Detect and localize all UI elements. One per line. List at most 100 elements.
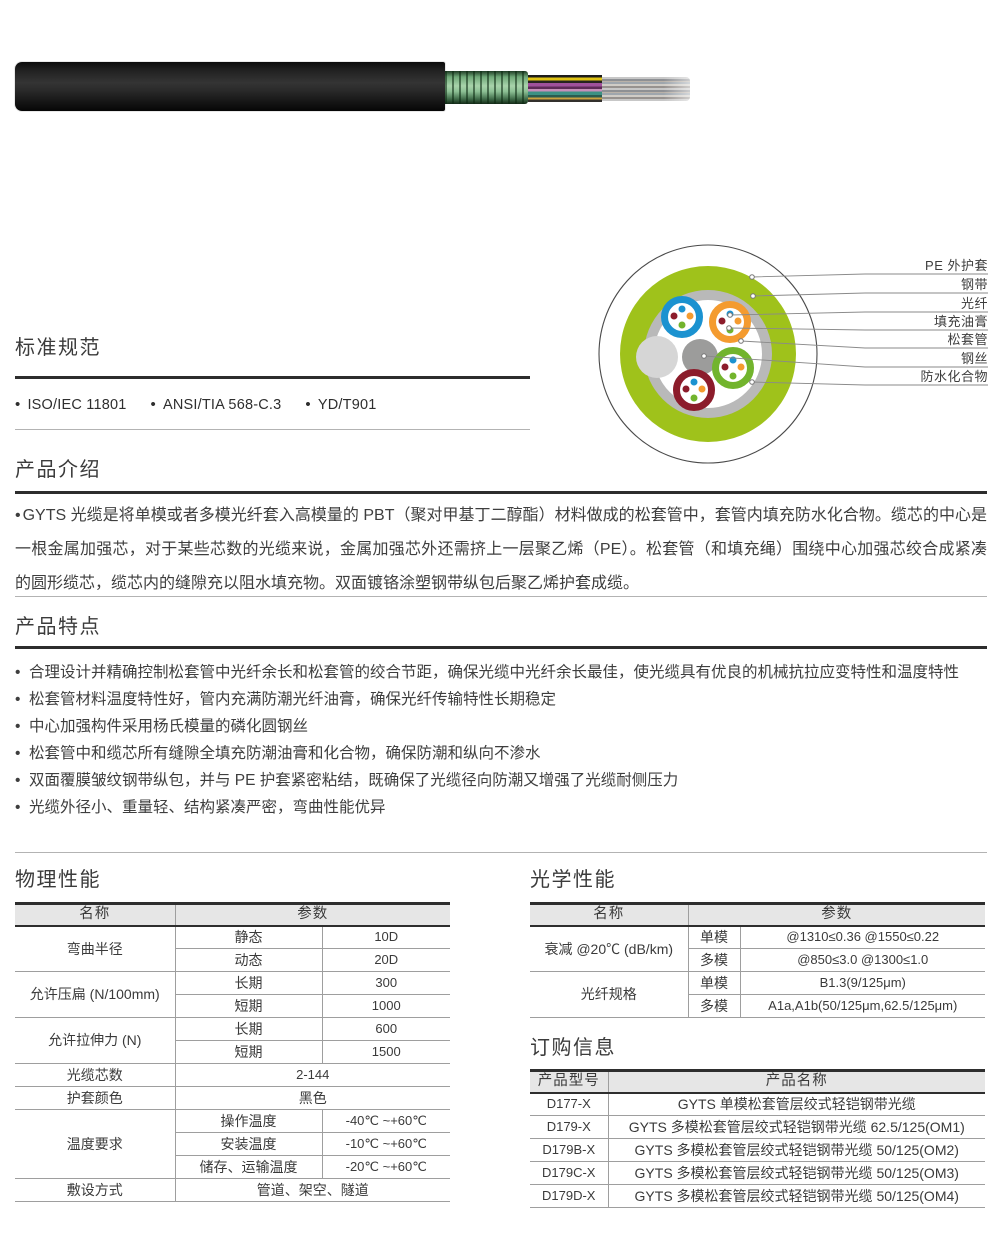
cable-jacket-image [15, 62, 445, 111]
table-row: 衰减 @20℃ (dB/km) 单模 @1310≤0.36 @1550≤0.22 [530, 925, 985, 972]
cell-subname: 长期 [175, 971, 323, 995]
cell-value: -40℃ ~+60℃ [322, 1109, 450, 1133]
table-row: 敷设方式 管道、架空、隧道 [15, 1178, 450, 1202]
cell-subname: 操作温度 [175, 1109, 323, 1133]
cell-subname: 单模 [688, 925, 741, 949]
filler-rope [636, 336, 678, 378]
table-row: D179C-X GYTS 多模松套管层绞式轻铠钢带光缆 50/125(OM3) [530, 1161, 985, 1185]
cell-product-name: GYTS 多模松套管层绞式轻铠钢带光缆 62.5/125(OM1) [608, 1115, 985, 1139]
features-divider [15, 852, 987, 853]
diagram-label-fiber: 光纤 [960, 296, 988, 311]
col-header-param: 参数 [175, 902, 450, 927]
feature-item: 松套管中和缆芯所有缝隙全填充防潮油膏和化合物，确保防潮和纵向不渗水 [15, 740, 987, 767]
table-row: 多模 @850≤3.0 @1300≤1.0 [530, 948, 985, 972]
cell-product-name: GYTS 多模松套管层绞式轻铠钢带光缆 50/125(OM3) [608, 1161, 985, 1185]
diagram-label-loose-tube: 松套管 [947, 332, 988, 347]
cell-model: D179C-X [530, 1161, 609, 1185]
standard-item: YD/T901 [305, 396, 376, 413]
cell-name: 允许拉伸力 (N) [15, 1017, 176, 1064]
cell-subname: 安装温度 [175, 1132, 323, 1156]
cell-value: 600 [322, 1017, 450, 1041]
cell-subname: 短期 [175, 1040, 323, 1064]
standard-item: ISO/IEC 11801 [15, 396, 127, 413]
cell-model: D179-X [530, 1115, 609, 1139]
features-title: 产品特点 [15, 616, 101, 638]
cable-armor-image [445, 71, 528, 104]
cell-value: 300 [322, 971, 450, 995]
cell-name: 允许压扁 (N/100mm) [15, 971, 176, 1018]
loose-tube-orange [709, 301, 751, 343]
cross-section-diagram [598, 244, 988, 464]
cell-model: D177-X [530, 1092, 609, 1116]
table-row: 弯曲半径 静态 10D [15, 925, 450, 972]
intro-paragraph: GYTS 光缆是将单模或者多模光纤套入高模量的 PBT（聚对甲基丁二醇酯）材料做… [15, 499, 987, 601]
table-row: 储存、运输温度 -20℃ ~+60℃ [15, 1155, 450, 1179]
table-row: D179B-X GYTS 多模松套管层绞式轻铠钢带光缆 50/125(OM2) [530, 1138, 985, 1162]
cell-subname: 单模 [688, 971, 741, 995]
standards-divider [15, 429, 530, 430]
cell-value: -10℃ ~+60℃ [322, 1132, 450, 1156]
col-header-product-name: 产品名称 [608, 1069, 985, 1094]
cell-subname: 多模 [688, 948, 741, 972]
table-row: D179-X GYTS 多模松套管层绞式轻铠钢带光缆 62.5/125(OM1) [530, 1115, 985, 1139]
features-list: 合理设计并精确控制松套管中光纤余长和松套管的绞合节距，确保光缆中光纤余长最佳，使… [15, 659, 987, 821]
table-row: 多模 A1a,A1b(50/125μm,62.5/125μm) [530, 994, 985, 1018]
cable-fibers-fade [602, 77, 690, 101]
cell-name: 光缆芯数 [15, 1063, 176, 1087]
cell-name: 温度要求 [15, 1109, 176, 1179]
cell-product-name: GYTS 多模松套管层绞式轻铠钢带光缆 50/125(OM4) [608, 1184, 985, 1208]
table-row: D179D-X GYTS 多模松套管层绞式轻铠钢带光缆 50/125(OM4) [530, 1184, 985, 1208]
cell-subname: 动态 [175, 948, 323, 972]
loose-tube-blue [661, 296, 703, 338]
cell-value: A1a,A1b(50/125μm,62.5/125μm) [740, 994, 985, 1018]
standards-list: ISO/IEC 11801 ANSI/TIA 568-C.3 YD/T901 [15, 396, 377, 413]
table-row: 允许拉伸力 (N) 长期 600 [15, 1017, 450, 1064]
cell-subname: 短期 [175, 994, 323, 1018]
cell-value: -20℃ ~+60℃ [322, 1155, 450, 1179]
cell-value: 黑色 [175, 1086, 450, 1110]
features-rule [15, 646, 987, 649]
table-row: 光缆芯数 2-144 [15, 1063, 450, 1087]
table-row: 安装温度 -10℃ ~+60℃ [15, 1132, 450, 1156]
table-row: 短期 1500 [15, 1040, 450, 1064]
col-header-name: 名称 [15, 902, 176, 927]
cable-loose-tubes-image [528, 75, 602, 102]
diagram-label-steel-wire: 钢丝 [960, 351, 988, 366]
cell-subname: 储存、运输温度 [175, 1155, 323, 1179]
cell-value: 1500 [322, 1040, 450, 1064]
intro-title: 产品介绍 [15, 459, 101, 481]
diagram-label-steel-tape: 钢带 [960, 277, 988, 292]
loose-tube-green [712, 347, 754, 389]
cell-product-name: GYTS 单模松套管层绞式轻铠钢带光缆 [608, 1092, 985, 1116]
cell-subname: 多模 [688, 994, 741, 1018]
table-header-row: 名称 参数 [15, 902, 450, 927]
loose-tube-red [673, 369, 715, 411]
standards-title: 标准规范 [15, 337, 101, 359]
feature-item: 合理设计并精确控制松套管中光纤余长和松套管的绞合节距，确保光缆中光纤余长最佳，使… [15, 659, 987, 686]
col-header-model: 产品型号 [530, 1069, 609, 1094]
cell-value: 10D [322, 925, 450, 949]
table-row: 允许压扁 (N/100mm) 长期 300 [15, 971, 450, 1018]
cell-value: 20D [322, 948, 450, 972]
cell-subname: 静态 [175, 925, 323, 949]
optical-table: 名称 参数 衰减 @20℃ (dB/km) 单模 @1310≤0.36 @155… [530, 902, 985, 1018]
feature-item: 松套管材料温度特性好，管内充满防潮光纤油膏，确保光纤传输特性长期稳定 [15, 686, 987, 713]
table-header-row: 产品型号 产品名称 [530, 1069, 985, 1094]
cell-name: 敷设方式 [15, 1178, 176, 1202]
table-row: D177-X GYTS 单模松套管层绞式轻铠钢带光缆 [530, 1092, 985, 1116]
cell-name: 衰减 @20℃ (dB/km) [530, 925, 689, 972]
table-row: 温度要求 操作温度 -40℃ ~+60℃ [15, 1109, 450, 1179]
ordering-title: 订购信息 [530, 1037, 616, 1059]
leader-markers [701, 274, 756, 385]
cell-model: D179B-X [530, 1138, 609, 1162]
feature-item: 光缆外径小、重量轻、结构紧凑严密，弯曲性能优异 [15, 794, 987, 821]
steel-wire-center [682, 339, 718, 375]
ordering-table: 产品型号 产品名称 D177-X GYTS 单模松套管层绞式轻铠钢带光缆 D17… [530, 1069, 985, 1208]
diagram-label-filling-gel: 填充油膏 [933, 314, 988, 329]
feature-item: 双面覆膜皱纹钢带纵包，并与 PE 护套紧密粘结，既确保了光缆径向防潮又增强了光缆… [15, 767, 987, 794]
table-row: 护套颜色 黑色 [15, 1086, 450, 1110]
table-row: 光纤规格 单模 B1.3(9/125μm) [530, 971, 985, 1018]
optical-title: 光学性能 [530, 869, 616, 891]
intro-divider [15, 596, 987, 597]
table-row: 短期 1000 [15, 994, 450, 1018]
